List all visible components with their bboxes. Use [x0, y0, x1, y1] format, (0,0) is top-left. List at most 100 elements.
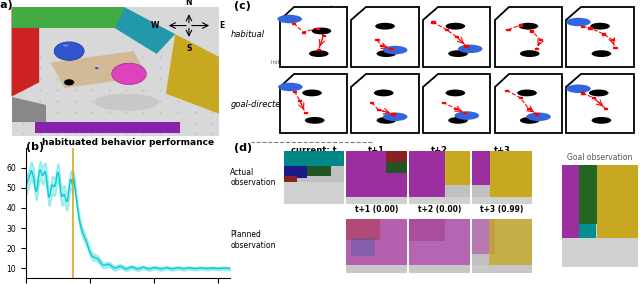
Bar — [530, 30, 533, 32]
Bar — [597, 165, 638, 238]
Bar — [472, 265, 532, 273]
Circle shape — [54, 42, 84, 60]
Text: habitual: habitual — [230, 30, 264, 39]
Bar — [317, 49, 321, 50]
Text: (a): (a) — [0, 0, 13, 10]
Polygon shape — [495, 7, 562, 67]
Circle shape — [445, 23, 465, 30]
Circle shape — [445, 89, 465, 96]
Polygon shape — [12, 97, 46, 122]
Polygon shape — [35, 122, 180, 133]
Circle shape — [589, 89, 609, 96]
Bar — [346, 219, 380, 240]
Bar — [445, 29, 448, 30]
Text: t+3: t+3 — [493, 146, 511, 155]
Polygon shape — [280, 7, 347, 67]
Bar — [346, 151, 407, 197]
Bar — [562, 165, 579, 238]
Circle shape — [376, 117, 396, 124]
Bar — [301, 32, 305, 33]
Circle shape — [566, 85, 591, 93]
Bar — [293, 91, 296, 92]
Bar — [316, 28, 319, 29]
Bar — [535, 113, 538, 114]
Bar — [588, 27, 591, 28]
Bar — [591, 97, 595, 98]
Bar — [505, 90, 508, 91]
Text: t+1 (0.00): t+1 (0.00) — [355, 205, 398, 214]
Circle shape — [302, 89, 322, 96]
Bar — [445, 151, 470, 185]
Bar — [409, 219, 445, 241]
Bar — [389, 48, 393, 49]
Bar — [386, 162, 407, 173]
Text: goal-directed: goal-directed — [230, 100, 286, 109]
Polygon shape — [51, 51, 147, 88]
Bar — [375, 39, 378, 40]
Circle shape — [566, 18, 591, 26]
Bar — [463, 112, 467, 113]
Bar — [581, 93, 584, 94]
Circle shape — [517, 89, 537, 96]
Bar — [346, 265, 407, 273]
Circle shape — [448, 117, 468, 124]
Bar — [581, 26, 584, 27]
Bar — [613, 47, 616, 48]
Text: Actual
observation: Actual observation — [230, 168, 276, 187]
Bar — [539, 39, 542, 40]
Bar — [490, 151, 532, 197]
Bar — [442, 102, 445, 103]
Bar — [611, 39, 614, 40]
Bar — [284, 151, 344, 204]
Polygon shape — [351, 74, 419, 133]
Bar — [562, 165, 638, 267]
Circle shape — [309, 50, 328, 57]
Bar — [303, 112, 307, 113]
Polygon shape — [495, 74, 562, 133]
Polygon shape — [12, 7, 124, 28]
Bar — [518, 97, 522, 98]
Circle shape — [591, 50, 611, 57]
Circle shape — [520, 117, 540, 124]
Bar — [292, 23, 296, 24]
Text: current: t: current: t — [291, 146, 337, 155]
Ellipse shape — [95, 94, 159, 111]
Circle shape — [383, 46, 408, 54]
Text: W: W — [150, 21, 159, 30]
Bar — [562, 238, 638, 267]
Circle shape — [64, 79, 74, 85]
Circle shape — [518, 23, 538, 30]
Circle shape — [590, 23, 610, 30]
Circle shape — [526, 112, 551, 121]
Bar — [472, 151, 532, 204]
Text: goal: goal — [321, 5, 333, 11]
Circle shape — [591, 117, 611, 124]
Bar — [298, 100, 301, 101]
Polygon shape — [12, 7, 39, 97]
Text: t+3 (0.99): t+3 (0.99) — [480, 205, 524, 214]
Bar — [409, 151, 470, 204]
Text: t+2 (0.00): t+2 (0.00) — [418, 205, 461, 214]
Text: (b): (b) — [26, 142, 44, 152]
Polygon shape — [423, 74, 490, 133]
Bar — [284, 166, 307, 178]
Bar — [488, 219, 532, 266]
Text: E: E — [219, 21, 224, 30]
Bar — [409, 219, 470, 266]
Bar — [409, 151, 445, 197]
Circle shape — [383, 112, 408, 121]
Bar — [409, 197, 470, 204]
Polygon shape — [566, 7, 634, 67]
Bar — [346, 219, 407, 273]
Text: init position: init position — [271, 60, 303, 65]
Circle shape — [95, 67, 99, 69]
Bar — [346, 151, 407, 204]
Bar — [376, 109, 380, 110]
Bar — [472, 151, 491, 185]
Bar — [409, 219, 470, 273]
Bar — [351, 237, 376, 256]
Bar — [454, 108, 457, 109]
Circle shape — [312, 28, 332, 34]
Bar — [472, 219, 532, 273]
Text: (d): (d) — [234, 143, 253, 153]
